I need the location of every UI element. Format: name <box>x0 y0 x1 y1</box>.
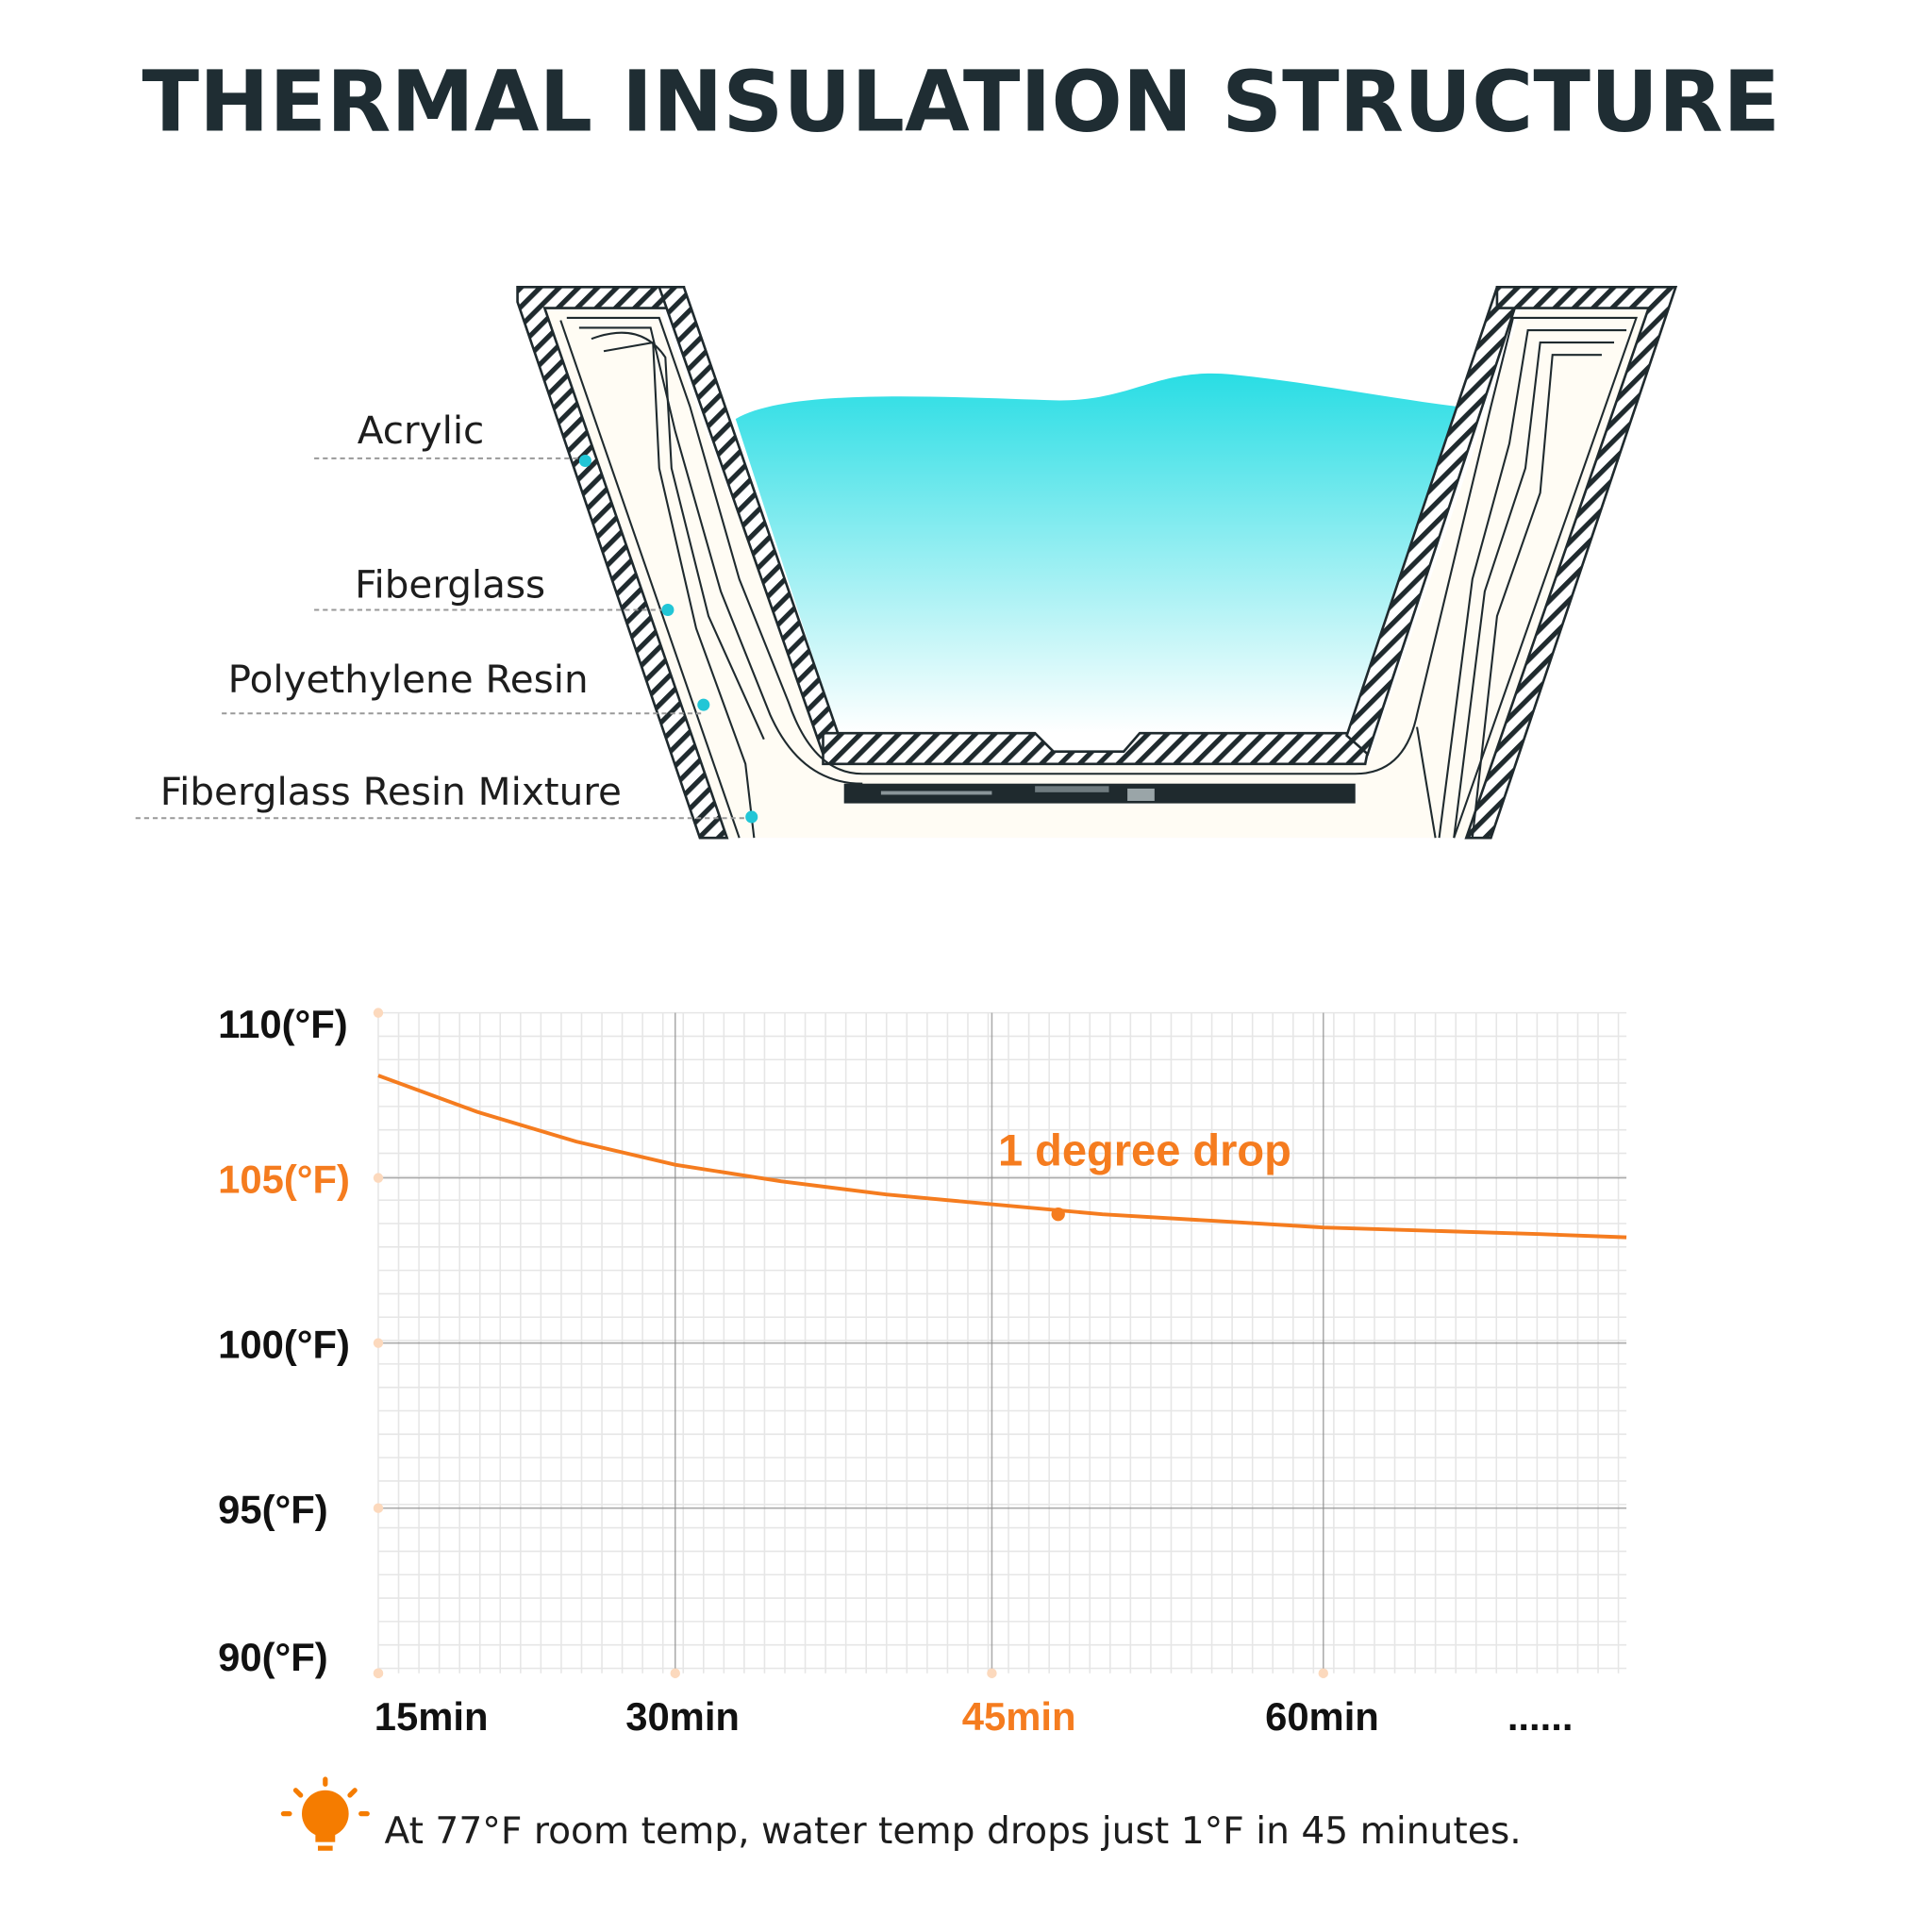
major-grid <box>377 1012 1627 1674</box>
svg-text:Fiberglass: Fiberglass <box>355 561 545 607</box>
caption-text: At 77°F room temp, water temp drops just… <box>385 1810 1522 1853</box>
x-tick-label: ...... <box>1507 1694 1574 1739</box>
fiberglass-contours <box>559 316 1639 839</box>
y-tick-dot <box>373 1173 384 1183</box>
marker-dot <box>697 698 710 711</box>
marker-dot <box>578 454 591 468</box>
label-fiberglass-resin-mixture: Fiberglass Resin Mixture <box>135 769 758 824</box>
temperature-chart: 1 degree drop 110(°F) 105(°F) 100(°F) 95(°F… <box>218 1002 1627 1739</box>
label-acrylic: Acrylic <box>314 408 591 468</box>
temperature-line <box>377 1074 1627 1240</box>
y-tick-label: 105(°F) <box>218 1157 350 1201</box>
x-tick-dot <box>670 1668 680 1678</box>
y-tick-dot <box>373 1338 384 1348</box>
x-tick-label: 30min <box>625 1694 740 1739</box>
x-axis: 15min 30min 45min 60min...... <box>373 1668 1574 1739</box>
x-tick-dot <box>1318 1668 1328 1678</box>
marker-dot <box>745 810 758 824</box>
y-tick-label: 90(°F) <box>218 1635 328 1679</box>
x-tick-label: 60min <box>1265 1694 1379 1739</box>
x-tick-dot <box>987 1668 997 1678</box>
y-tick-dot <box>373 1008 384 1018</box>
layer-labels: Acrylic Fiberglass Polyethylene Resin Fi… <box>135 408 758 824</box>
page-title: THERMAL INSULATION STRUCTURE <box>142 53 1781 150</box>
annotation: 1 degree drop <box>998 1125 1291 1175</box>
x-tick-label: 45min <box>962 1694 1076 1739</box>
label-polyethylene-resin: Polyethylene Resin <box>222 657 710 715</box>
data-marker <box>1051 1207 1065 1222</box>
water <box>735 373 1458 734</box>
marker-dot <box>661 604 675 617</box>
heating-bar <box>843 783 1356 804</box>
svg-text:Fiberglass Resin Mixture: Fiberglass Resin Mixture <box>160 769 622 814</box>
tub-floor <box>822 731 1374 766</box>
caption: At 77°F room temp, water temp drops just… <box>280 1776 1522 1853</box>
label-fiberglass: Fiberglass <box>314 561 675 617</box>
svg-text:Acrylic: Acrylic <box>358 408 485 453</box>
y-tick-dot <box>373 1503 384 1513</box>
y-tick-label: 95(°F) <box>218 1487 328 1531</box>
x-tick-dot <box>373 1668 384 1678</box>
y-tick-label: 110(°F) <box>218 1002 347 1046</box>
y-tick-label: 100(°F) <box>218 1322 350 1366</box>
tub-diagram <box>516 286 1678 840</box>
x-tick-label: 15min <box>375 1694 489 1739</box>
right-outer-wall <box>1464 286 1678 840</box>
y-axis: 110(°F) 105(°F) 100(°F) 95(°F) 90(°F) <box>218 1002 384 1679</box>
lightbulb-icon <box>280 1776 370 1851</box>
svg-text:Polyethylene Resin: Polyethylene Resin <box>228 657 589 702</box>
